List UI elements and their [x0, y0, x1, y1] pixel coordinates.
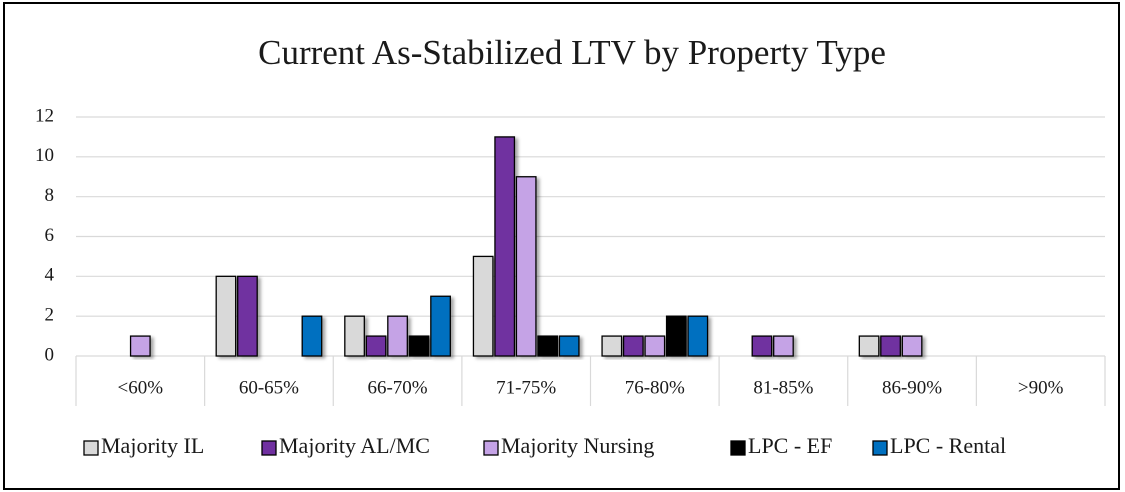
legend-swatch [730, 440, 746, 456]
bar [129, 335, 151, 357]
legend-swatch [483, 440, 499, 456]
bar [365, 335, 387, 357]
bar [751, 335, 773, 357]
legend-swatch [261, 440, 277, 456]
bar [601, 335, 623, 357]
bar [665, 315, 687, 357]
legend-swatch [872, 440, 888, 456]
bar [301, 315, 323, 357]
chart-border [3, 2, 1120, 490]
bar [622, 335, 644, 357]
x-tick-label: <60% [118, 377, 164, 398]
bar [387, 315, 408, 357]
bar [558, 335, 580, 357]
bar [880, 335, 901, 357]
y-tick-label: 8 [45, 185, 55, 206]
x-tick-label: 60-65% [239, 377, 299, 398]
bar [537, 335, 559, 357]
bar [644, 335, 666, 357]
legend-label: Majority IL [101, 433, 204, 458]
x-tick-label: 81-85% [753, 377, 813, 398]
bar [215, 275, 237, 357]
bar [515, 176, 537, 357]
bar [430, 295, 451, 357]
y-tick-label: 4 [45, 265, 55, 286]
x-tick-label: 71-75% [496, 377, 556, 398]
bar [408, 335, 430, 357]
bar [344, 315, 365, 357]
y-tick-label: 0 [45, 344, 55, 365]
bar [237, 275, 258, 357]
x-tick-label: >90% [1018, 377, 1064, 398]
y-tick-label: 10 [35, 145, 54, 166]
bar [901, 335, 923, 357]
y-tick-label: 2 [45, 305, 55, 326]
plot-area: 0 2 4 6 8 10 12 <60% 60-65% 66-70% 71-75% 76-80% 81-… [35, 105, 1106, 406]
bar [472, 255, 494, 357]
x-tick-label: 66-70% [367, 377, 427, 398]
y-tick-label: 6 [45, 225, 55, 246]
x-tick-label: 76-80% [625, 377, 685, 398]
legend: Majority IL Majority AL/MC Majority Nursin… [83, 433, 1006, 458]
legend-label: Majority Nursing [501, 433, 654, 458]
legend-label: LPC - EF [748, 433, 832, 458]
legend-swatch [83, 440, 99, 456]
x-tick-label: 86-90% [882, 377, 942, 398]
legend-label: Majority AL/MC [279, 433, 430, 458]
legend-label: LPC - Rental [890, 433, 1006, 458]
y-tick-label: 12 [35, 105, 54, 126]
bar [687, 315, 709, 357]
chart-title: Current As-Stabilized LTV by Property Ty… [258, 33, 886, 72]
bar [858, 335, 880, 357]
bar [773, 335, 794, 357]
bar [494, 136, 516, 357]
